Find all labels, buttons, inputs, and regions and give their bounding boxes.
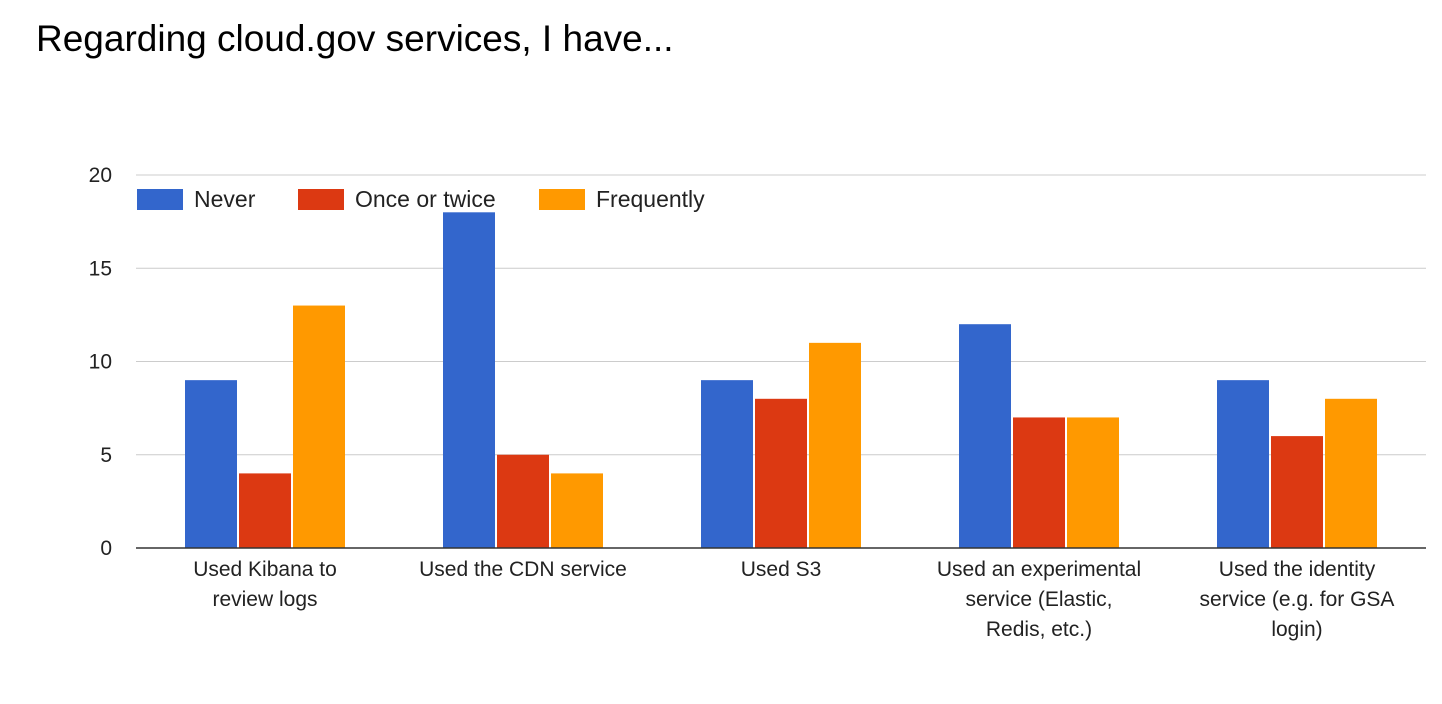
x-category-label: Used the identity xyxy=(1219,558,1376,581)
x-category-label: Redis, etc.) xyxy=(986,618,1092,641)
bars xyxy=(185,212,1377,549)
bar-never xyxy=(701,380,753,548)
x-category-label: login) xyxy=(1271,618,1322,641)
legend-swatch xyxy=(137,189,183,210)
chart-title: Regarding cloud.gov services, I have... xyxy=(36,18,674,59)
y-tick-label: 5 xyxy=(100,444,112,467)
legend-swatch xyxy=(298,189,344,210)
x-category-label: Used S3 xyxy=(741,558,822,581)
bar-never xyxy=(959,324,1011,548)
y-tick-label: 15 xyxy=(89,257,112,280)
x-category-label: Used the CDN service xyxy=(419,558,627,581)
bar-never xyxy=(443,212,495,549)
bar-never xyxy=(1217,380,1269,548)
y-axis-ticks: 0 5 10 15 20 xyxy=(89,164,112,560)
bar-once-or-twice xyxy=(239,473,291,548)
x-category-label: review logs xyxy=(212,588,317,611)
bar-never xyxy=(185,380,237,548)
legend-label: Frequently xyxy=(596,186,705,212)
bar-once-or-twice xyxy=(497,454,549,548)
bar-once-or-twice xyxy=(755,398,807,548)
bar-once-or-twice xyxy=(1271,436,1323,548)
y-tick-label: 10 xyxy=(89,351,112,374)
legend: Never Once or twice Frequently xyxy=(137,186,705,212)
bar-frequently xyxy=(1067,417,1119,548)
gridlines xyxy=(136,174,1426,456)
bar-once-or-twice xyxy=(1013,417,1065,548)
x-axis-labels: Used Kibana to review logs Used the CDN se… xyxy=(193,558,1394,641)
bar-frequently xyxy=(809,342,861,548)
x-category-label: service (Elastic, xyxy=(965,588,1112,611)
x-category-label: Used Kibana to xyxy=(193,558,337,581)
y-tick-label: 20 xyxy=(89,164,112,187)
legend-swatch xyxy=(539,189,585,210)
x-category-label: Used an experimental xyxy=(937,558,1141,581)
legend-label: Never xyxy=(194,186,256,212)
legend-label: Once or twice xyxy=(355,186,496,212)
bar-frequently xyxy=(293,305,345,548)
y-tick-label: 0 xyxy=(100,537,112,560)
bar-frequently xyxy=(1325,398,1377,548)
x-category-label: service (e.g. for GSA xyxy=(1200,588,1395,611)
bar-frequently xyxy=(551,473,603,548)
